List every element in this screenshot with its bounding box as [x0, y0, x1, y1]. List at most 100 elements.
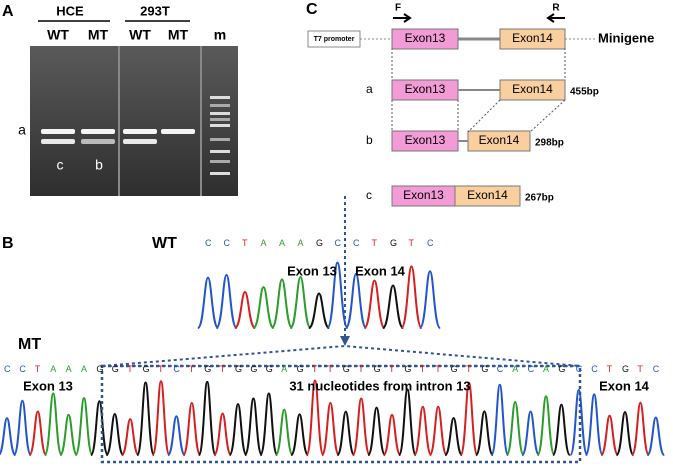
exon-label: Exon13 — [405, 82, 446, 96]
trace-peak — [600, 414, 620, 456]
exon-label: Exon14 — [479, 133, 520, 147]
exon-diagrams: Exon13 Exon14 a Exon13 Exon14 455bp b Exon13 Exo… — [366, 28, 599, 207]
trace-peak — [397, 388, 417, 456]
group-label: 293T — [140, 3, 170, 18]
trace-peak — [0, 417, 17, 456]
panel-label: A — [2, 3, 14, 20]
trace-peak — [490, 383, 510, 456]
trace-peak — [213, 412, 233, 456]
lane-label: MT — [88, 27, 109, 43]
trace-peak — [308, 292, 330, 329]
gel-lanes — [41, 96, 230, 175]
intron-label: 31 nucleotides from intron 13 — [289, 378, 470, 393]
exon-box — [391, 28, 459, 50]
ladder-band — [210, 172, 230, 175]
trace-peak — [305, 379, 325, 456]
exon-label: Exon 13 — [23, 378, 73, 393]
trace-peak — [151, 380, 171, 456]
trace-peak — [196, 276, 220, 329]
gel-band — [161, 129, 195, 134]
exon-label: Exon 13 — [287, 263, 337, 278]
trace-peak — [351, 397, 371, 456]
trace-peak — [166, 415, 186, 456]
trace-peak — [418, 270, 442, 329]
trace-label: MT — [18, 336, 41, 353]
insert-expansion — [101, 344, 581, 367]
gel-band — [81, 139, 115, 144]
exon-label: Exon14 — [467, 188, 508, 202]
exon-label: Exon13 — [405, 133, 446, 147]
exon-box — [499, 28, 566, 50]
trace-peak — [120, 418, 140, 456]
gel-band — [123, 129, 157, 134]
trace-peak — [43, 392, 63, 456]
panel-label: B — [2, 235, 14, 252]
trace-peak — [569, 388, 589, 456]
isoform-label: c — [366, 188, 372, 202]
gel-divider — [200, 46, 202, 196]
trace-peak — [59, 413, 79, 456]
trace-peak — [474, 410, 494, 456]
band-label: a — [18, 122, 26, 138]
trace-peak — [344, 272, 368, 329]
trace-peak — [536, 395, 556, 456]
insert-box — [100, 364, 582, 464]
gel — [30, 46, 238, 196]
trace-peak — [259, 392, 279, 456]
trace-peak — [270, 278, 294, 329]
ladder-band — [210, 96, 230, 99]
gel-divider — [118, 46, 120, 196]
ladder-band — [210, 138, 230, 141]
exon-label: Exon14 — [512, 82, 553, 96]
trace-peak — [646, 416, 666, 456]
size-label: 455bp — [570, 87, 599, 98]
trace-peak — [381, 284, 405, 329]
primer-arrow — [393, 13, 412, 23]
gel-band — [41, 139, 75, 144]
trace-peak — [584, 393, 604, 456]
trace-peak — [28, 410, 48, 456]
size-label: 298bp — [535, 138, 564, 149]
exon-label: Exon13 — [403, 188, 444, 202]
trace-peak — [274, 408, 294, 456]
ladder-band — [210, 160, 230, 163]
trace-peak — [182, 401, 202, 456]
trace-peak — [136, 381, 156, 456]
exon-box — [454, 185, 521, 207]
trace-peak — [215, 273, 238, 329]
ladder-band — [210, 124, 230, 127]
trace-peak — [336, 410, 356, 456]
trace-peak — [400, 265, 423, 329]
trace-peak — [413, 405, 433, 456]
ladder-band — [210, 104, 230, 107]
trace-peak — [197, 380, 217, 456]
trace-peak — [289, 276, 312, 329]
isoform-label: b — [366, 133, 373, 147]
trace-peak — [367, 406, 387, 456]
trace-peak — [382, 413, 402, 456]
primer-arrow — [546, 13, 565, 23]
trace-peak — [228, 402, 248, 456]
trace-peak — [233, 291, 257, 329]
trace-peak — [551, 403, 571, 456]
ladder-band — [210, 118, 230, 121]
trace-peak — [630, 401, 650, 456]
lane-label: WT — [129, 27, 151, 43]
gel-band — [81, 129, 115, 134]
trace-peak — [615, 411, 635, 456]
trace-peak — [252, 286, 275, 329]
junction-arrow — [340, 336, 350, 346]
trace-peak — [320, 401, 340, 456]
promoter-label: T7 promoter — [314, 36, 355, 43]
exon-label: Exon14 — [512, 31, 553, 45]
group-label: HCE — [56, 3, 84, 18]
band-label: b — [95, 157, 103, 173]
trace-peak — [521, 410, 541, 456]
trace-peak — [243, 397, 263, 456]
trace-peak — [444, 416, 464, 456]
exon-label: Exon 14 — [355, 263, 406, 278]
